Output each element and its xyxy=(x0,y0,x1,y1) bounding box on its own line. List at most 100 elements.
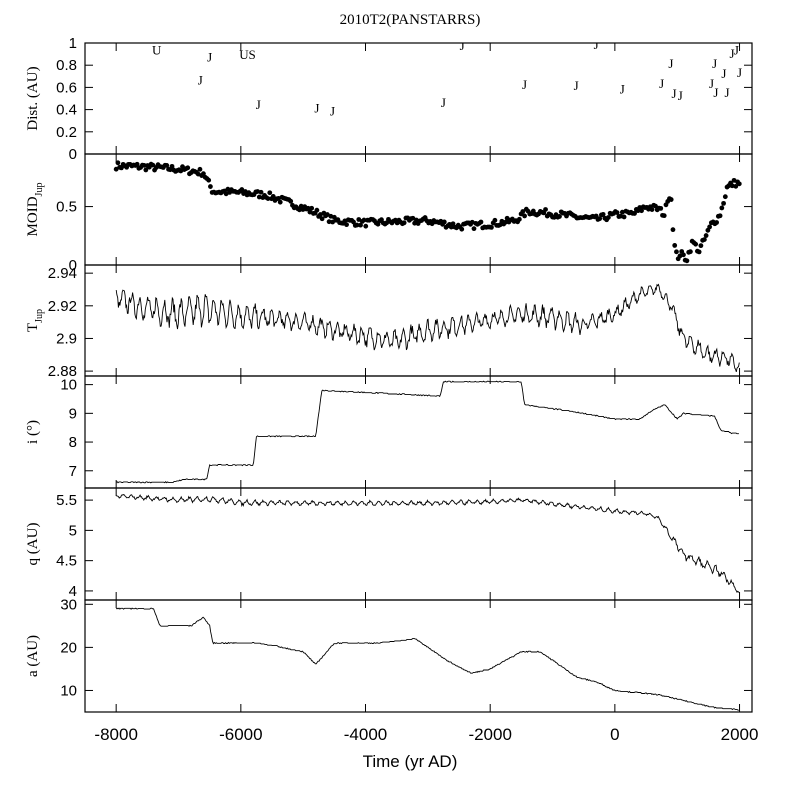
moid-point xyxy=(441,219,447,225)
moid-point xyxy=(267,190,273,196)
moid-point xyxy=(134,161,140,167)
moid-point xyxy=(688,249,693,255)
encounter-marker: J xyxy=(441,95,446,110)
moid-point xyxy=(141,162,147,168)
panel-q: 4 4.5 5 5.5 q (AU) xyxy=(25,487,753,601)
moid-point xyxy=(600,211,606,217)
moid-point xyxy=(363,223,369,229)
moid-point xyxy=(707,224,713,230)
y-tick-label: 0.6 xyxy=(56,79,77,96)
moid-point xyxy=(206,177,212,183)
x-tick-label: -8000 xyxy=(94,725,137,744)
panel-incl: 7 8 9 10 i (°) xyxy=(25,375,753,489)
moid-point xyxy=(693,241,699,247)
y-tick-label: 5 xyxy=(69,522,77,539)
encounter-marker: J xyxy=(672,86,677,101)
encounter-marker: J xyxy=(207,49,212,64)
moid-point xyxy=(605,215,611,220)
moid-point xyxy=(516,216,522,222)
moid-point xyxy=(314,207,320,213)
moid-point xyxy=(698,243,704,249)
moid-point xyxy=(522,213,527,219)
moid-point xyxy=(270,194,276,199)
moid-point xyxy=(297,207,302,213)
moid-point xyxy=(714,220,719,225)
moid-point xyxy=(164,163,170,168)
moid-point xyxy=(277,199,283,205)
encounter-marker: J xyxy=(330,104,335,119)
moid-point xyxy=(597,216,603,222)
y-axis-label-incl: i (°) xyxy=(25,420,41,444)
encounter-marker: J xyxy=(659,76,664,91)
y-axis-label-moid: MOIDJup xyxy=(25,183,45,237)
encounter-marker: J xyxy=(734,43,739,58)
moid-point xyxy=(649,207,655,212)
moid-point xyxy=(305,205,311,211)
series-line-tjup xyxy=(115,283,740,373)
encounter-marker: J xyxy=(460,38,465,53)
y-tick-label: 0 xyxy=(69,146,77,163)
moid-point xyxy=(401,220,407,226)
moid-point xyxy=(670,227,676,233)
moid-point xyxy=(722,194,728,200)
moid-point xyxy=(543,207,548,212)
plot-area-tjup xyxy=(115,283,740,373)
encounter-marker: J xyxy=(668,56,673,71)
y-tick-label: 4.5 xyxy=(56,553,77,570)
moid-point xyxy=(319,216,325,222)
moid-point xyxy=(344,222,349,228)
encounter-marker: J xyxy=(574,78,579,93)
panel-frame-incl xyxy=(84,375,753,489)
moid-point xyxy=(115,160,121,166)
moid-point xyxy=(661,213,667,219)
moid-point xyxy=(632,211,637,216)
moid-point xyxy=(520,209,526,214)
moid-point xyxy=(639,208,644,214)
moid-point xyxy=(681,252,686,258)
y-axis-label-text: i (°) xyxy=(25,420,41,444)
encounter-marker: J xyxy=(709,76,714,91)
moid-point xyxy=(719,205,725,211)
encounter-marker: J xyxy=(730,46,735,61)
moid-point xyxy=(621,214,627,220)
y-tick-label: 0.5 xyxy=(56,199,77,216)
moid-point xyxy=(239,187,245,192)
moid-point xyxy=(658,205,664,211)
plot-area-q xyxy=(116,493,740,594)
encounter-marker: J xyxy=(620,82,625,97)
y-tick-label: 2.94 xyxy=(48,265,77,282)
y-axis-label-a: a (AU) xyxy=(25,635,41,677)
moid-point xyxy=(197,166,203,172)
encounter-marker: J xyxy=(678,88,683,103)
encounter-marker: S xyxy=(248,47,255,62)
moid-point xyxy=(672,243,678,248)
moid-point xyxy=(668,197,674,202)
moid-point xyxy=(489,224,494,230)
y-axis-label-text: MOID xyxy=(25,196,41,236)
encounter-marker: J xyxy=(721,66,726,81)
encounter-marker: U xyxy=(239,47,249,62)
x-tick-label: 0 xyxy=(610,725,619,744)
moid-point xyxy=(614,210,620,216)
y-axis-label-subscript: Jup xyxy=(34,309,45,323)
moid-point xyxy=(733,183,739,189)
y-axis-label-text: T xyxy=(25,323,41,332)
moid-point xyxy=(684,258,690,264)
moid-point xyxy=(208,184,213,189)
y-axis-label-dist: Dist. (AU) xyxy=(25,66,41,130)
moid-point xyxy=(354,222,360,228)
encounter-marker: J xyxy=(737,65,742,80)
chart-title: 2010T2(PANSTARRS) xyxy=(340,12,481,28)
y-axis-label-tjup: TJup xyxy=(25,309,45,332)
panel-frame-dist xyxy=(84,42,753,155)
y-tick-label: 20 xyxy=(60,639,77,656)
plot-area-moid xyxy=(113,160,742,264)
moid-point xyxy=(703,233,709,238)
moid-point xyxy=(265,196,271,201)
encounter-marker: J xyxy=(256,97,261,112)
y-tick-label: 1 xyxy=(69,35,77,52)
panel-frame-q xyxy=(84,487,753,601)
panel-frame-a xyxy=(84,599,753,713)
